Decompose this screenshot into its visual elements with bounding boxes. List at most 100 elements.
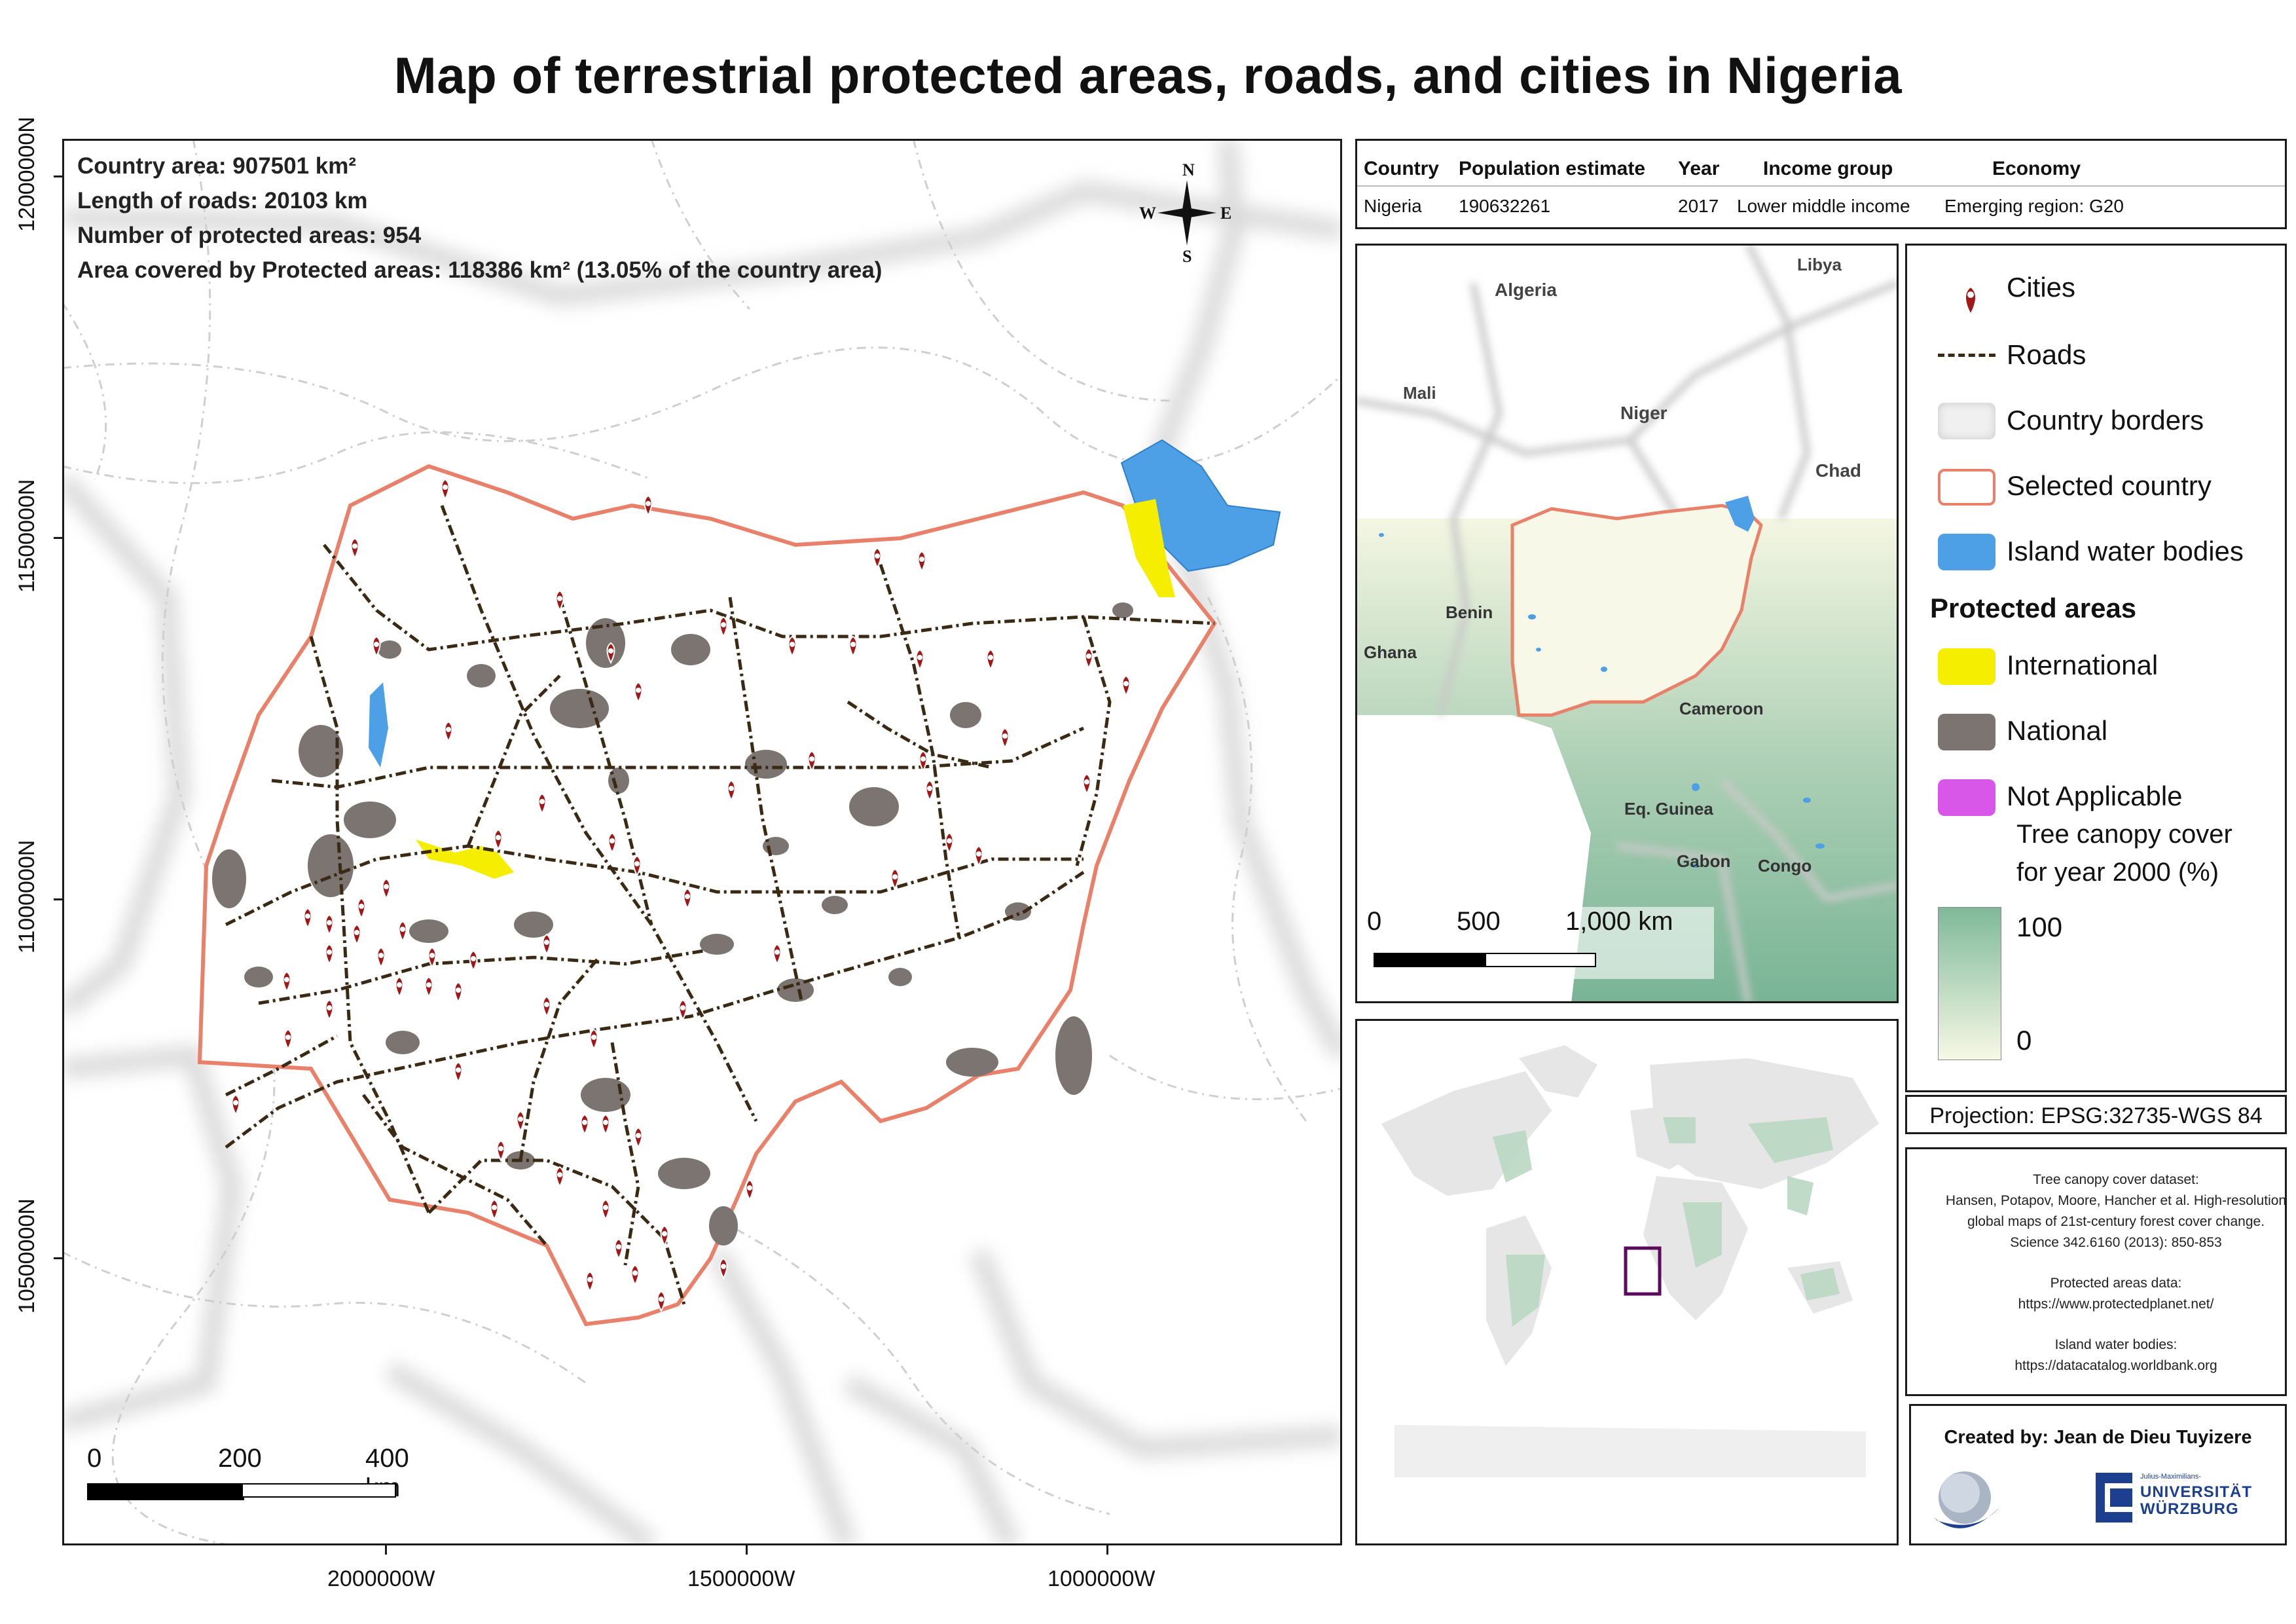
city-marker[interactable] (303, 907, 312, 930)
city-marker[interactable] (325, 999, 334, 1022)
city-marker[interactable] (974, 845, 983, 868)
university-mark-icon (2096, 1473, 2132, 1522)
city-marker[interactable] (542, 995, 551, 1018)
city-marker[interactable] (441, 478, 450, 501)
city-marker[interactable] (424, 976, 433, 999)
city-marker[interactable] (398, 920, 407, 943)
city-marker[interactable] (585, 1270, 594, 1293)
city-marker[interactable] (660, 1225, 669, 1247)
city-marker[interactable] (644, 494, 653, 517)
city-marker[interactable] (357, 897, 366, 920)
city-marker[interactable] (283, 1028, 293, 1051)
university-name-line1: UNIVERSITÄT (2140, 1483, 2253, 1501)
city-marker[interactable] (555, 1166, 564, 1189)
city-marker[interactable] (788, 635, 797, 658)
region-map-frame[interactable]: Algeria Libya Mali Niger Chad Benin Ghan… (1355, 244, 1899, 1003)
city-marker[interactable] (727, 779, 736, 802)
legend-international-label: International (2007, 650, 2159, 680)
city-marker[interactable] (807, 750, 816, 773)
city-marker[interactable] (352, 923, 361, 946)
legend-canopy-title-1: Tree canopy cover (2016, 820, 2232, 849)
y-tick (54, 898, 63, 900)
table-divider (1357, 185, 2285, 187)
city-marker[interactable] (719, 1257, 728, 1280)
city-marker[interactable] (986, 648, 995, 671)
city-marker[interactable] (601, 1113, 610, 1136)
city-marker[interactable] (657, 1290, 666, 1313)
city-marker[interactable] (606, 642, 615, 665)
city-marker[interactable] (382, 877, 391, 900)
city-marker[interactable] (634, 681, 643, 704)
city-marker[interactable] (634, 1126, 643, 1149)
table-header-economy: Economy (1992, 158, 2081, 179)
city-marker[interactable] (945, 832, 954, 855)
city-marker[interactable] (282, 970, 291, 993)
city-marker[interactable] (516, 1110, 525, 1133)
city-marker[interactable] (395, 976, 404, 999)
city-marker[interactable] (925, 779, 934, 802)
y-axis-label: 11000000N (14, 840, 39, 953)
city-marker[interactable] (454, 981, 463, 1004)
main-map-frame[interactable]: Country area: 907501 km² Length of roads… (62, 139, 1342, 1545)
city-marker[interactable] (490, 1198, 499, 1221)
city-marker[interactable] (1084, 647, 1093, 670)
city-marker[interactable] (231, 1094, 240, 1116)
city-marker[interactable] (444, 720, 453, 743)
city-marker[interactable] (1000, 727, 1010, 750)
world-map-canvas[interactable] (1355, 1019, 1899, 1545)
city-marker[interactable] (325, 913, 334, 936)
projection-box: Projection: EPSG:32735-WGS 84 (1905, 1095, 2287, 1134)
city-markers[interactable] (231, 478, 1131, 1313)
main-map-canvas[interactable] (62, 139, 1342, 1545)
city-marker[interactable] (919, 750, 928, 773)
city-marker[interactable] (469, 950, 478, 972)
nigeria-outline[interactable] (197, 464, 1217, 1327)
x-axis-label: 1000000W (1048, 1566, 1156, 1591)
protected-count-text: Number of protected areas: 954 (77, 223, 422, 248)
city-marker[interactable] (494, 828, 503, 851)
region-map-canvas[interactable] (1355, 244, 1899, 1003)
city-marker[interactable] (589, 1028, 598, 1051)
city-marker[interactable] (350, 537, 359, 560)
city-marker[interactable] (1082, 773, 1091, 796)
source-canopy-1: Tree canopy cover dataset: (2033, 1172, 2199, 1187)
city-marker[interactable] (608, 832, 617, 855)
city-marker[interactable] (678, 999, 687, 1022)
city-marker[interactable] (601, 1198, 610, 1221)
city-marker[interactable] (325, 943, 334, 966)
city-marker[interactable] (542, 933, 551, 956)
credits-box: Created by: Jean de Dieu Tuyizere Julius… (1909, 1404, 2287, 1545)
city-marker[interactable] (630, 1264, 640, 1287)
region-label-congo: Congo (1758, 856, 1812, 876)
city-marker[interactable] (428, 946, 437, 969)
city-marker[interactable] (917, 550, 926, 573)
world-map-frame[interactable] (1355, 1019, 1899, 1545)
city-marker[interactable] (1121, 674, 1131, 697)
scale-bar-white (242, 1483, 396, 1498)
city-marker[interactable] (614, 1238, 623, 1261)
city-marker[interactable] (372, 635, 381, 658)
city-marker[interactable] (538, 792, 547, 815)
city-marker[interactable] (890, 868, 900, 891)
city-marker[interactable] (454, 1061, 463, 1084)
city-marker[interactable] (745, 1179, 754, 1202)
city-marker[interactable] (848, 635, 858, 658)
main-scale-bar: 0 200 400 km (87, 1444, 414, 1516)
region-nigeria-highlight[interactable] (1510, 504, 1763, 717)
city-marker[interactable] (632, 855, 642, 877)
country-info-table: Country Population estimate Year Income … (1355, 139, 2287, 229)
city-marker[interactable] (915, 648, 924, 671)
created-by-text: Created by: Jean de Dieu Tuyizere (1944, 1427, 2252, 1448)
city-marker[interactable] (719, 616, 728, 638)
source-water-2: https://datacatalog.worldbank.org (2014, 1358, 2217, 1373)
source-canopy-3: global maps of 21st-century forest cover… (1967, 1214, 2265, 1229)
city-marker[interactable] (555, 589, 564, 612)
city-marker[interactable] (683, 887, 692, 910)
city-marker[interactable] (873, 547, 882, 570)
city-marker[interactable] (376, 946, 386, 969)
region-label-libya: Libya (1797, 255, 1842, 274)
source-canopy-4: Science 342.6160 (2013): 850-853 (2010, 1235, 2222, 1250)
city-marker[interactable] (496, 1139, 505, 1162)
city-marker[interactable] (773, 943, 782, 966)
city-marker[interactable] (580, 1113, 589, 1136)
